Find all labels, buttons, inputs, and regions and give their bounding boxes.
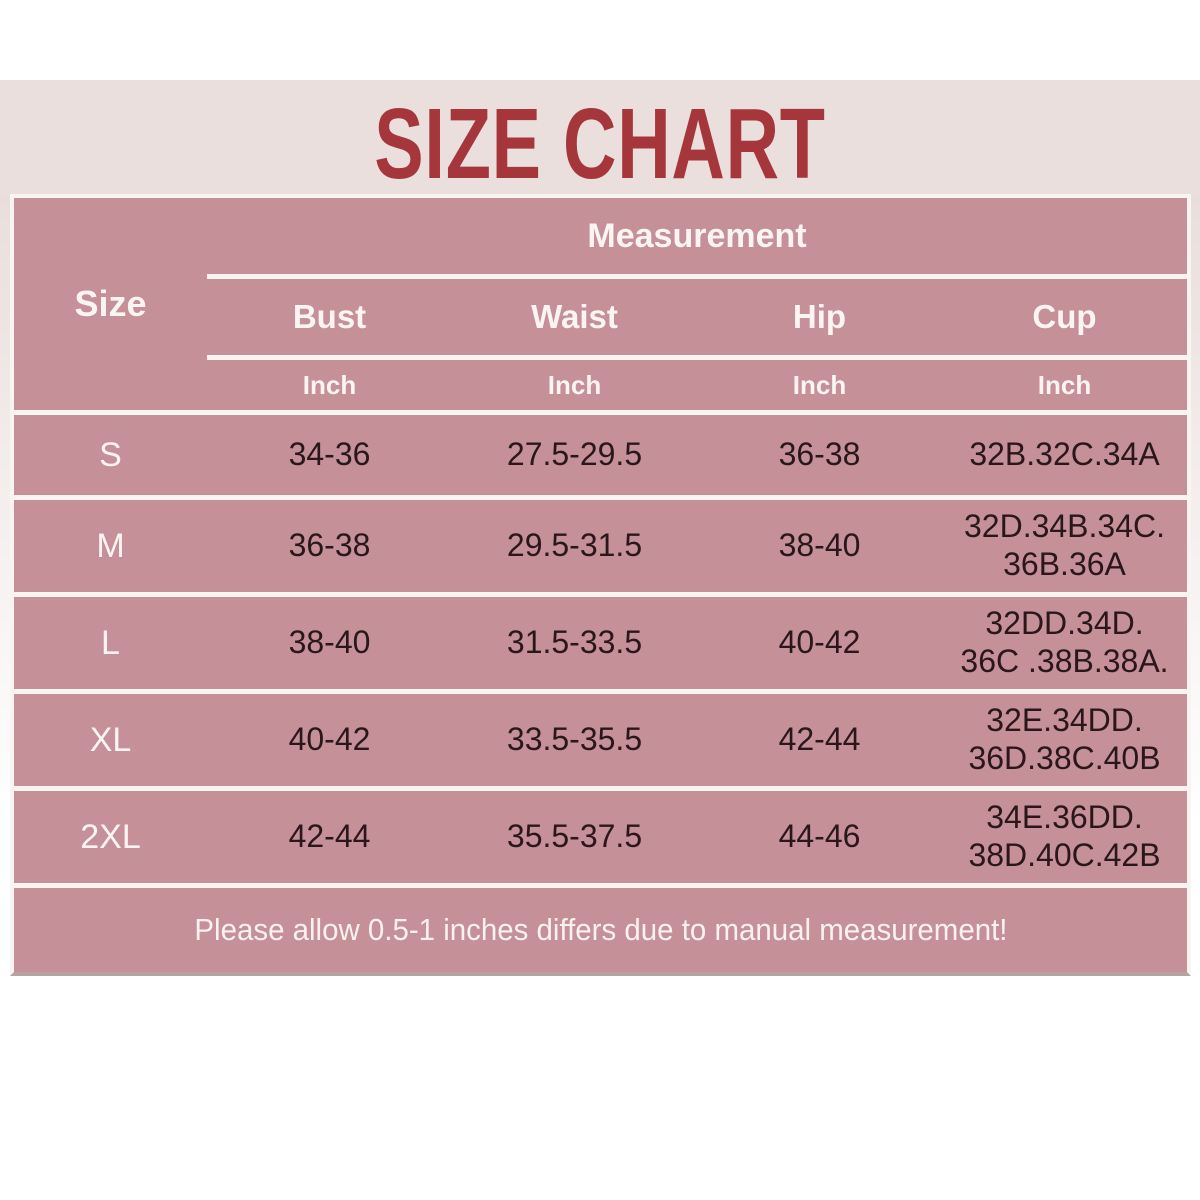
table-row: L 38-40 31.5-33.5 40-42 32DD.34D. 36C .3… [14,597,1187,689]
separator-line [14,786,1187,791]
cell-cup: 34E.36DD. 38D.40C.42B [968,799,1161,873]
unit-header-cup: Inch [1037,369,1092,400]
separator-line [14,495,1187,500]
cell-hip: 42-44 [778,721,861,758]
cell-bust: 34-36 [288,436,371,473]
table-row: S 34-36 27.5-29.5 36-38 32B.32C.34A [14,415,1187,495]
column-header-row: Bust Waist Hip Cup [207,279,1187,355]
separator-line [207,274,1187,279]
unit-header-hip: Inch [792,369,847,400]
table-header: Size Measurement Bust Waist Hip Cup Inch… [14,198,1187,410]
cell-hip: 36-38 [778,436,861,473]
cell-cup: 32B.32C.34A [969,436,1160,473]
size-column-header: Size [74,283,147,324]
cell-hip: 40-42 [778,624,861,661]
cell-hip: 38-40 [778,527,861,564]
separator-line [14,689,1187,694]
column-header-cup: Cup [1032,298,1097,335]
row-size-label: L [101,623,120,662]
row-size-label: 2XL [80,817,141,856]
cell-hip: 44-46 [778,818,861,855]
row-size-label: S [99,435,122,474]
cell-bust: 40-42 [288,721,371,758]
column-header-bust: Bust [292,298,367,335]
cell-waist: 35.5-37.5 [506,818,643,855]
cell-cup: 32D.34B.34C. 36B.36A [963,508,1165,582]
separator-line [207,355,1187,360]
cell-cup: 32E.34DD. 36D.38C.40B [968,702,1161,776]
separator-line [14,592,1187,597]
table-row: 2XL 42-44 35.5-37.5 44-46 34E.36DD. 38D.… [14,791,1187,883]
unit-header-waist: Inch [547,369,602,400]
cell-bust: 38-40 [288,624,371,661]
measurement-note: Please allow 0.5-1 inches differs due to… [193,912,1008,947]
separator-line [14,883,1187,888]
cell-waist: 27.5-29.5 [506,436,643,473]
note-row: Please allow 0.5-1 inches differs due to… [14,888,1187,972]
column-header-hip: Hip [792,298,847,335]
title-band: SIZE CHART [0,80,1200,200]
table-row: M 36-38 29.5-31.5 38-40 32D.34B.34C. 36B… [14,500,1187,592]
column-header-waist: Waist [531,298,618,335]
unit-header-bust: Inch [302,369,357,400]
cell-waist: 33.5-35.5 [506,721,643,758]
row-size-label: M [96,526,125,565]
size-chart-table: Size Measurement Bust Waist Hip Cup Inch… [10,194,1191,976]
measurement-header-area: Measurement Bust Waist Hip Cup Inch Inch… [207,198,1187,410]
separator-line [14,410,1187,415]
table-row: XL 40-42 33.5-35.5 42-44 32E.34DD. 36D.3… [14,694,1187,786]
cell-waist: 29.5-31.5 [506,527,643,564]
measurement-header: Measurement [587,216,807,255]
unit-header-row: Inch Inch Inch Inch [207,360,1187,410]
cell-bust: 42-44 [288,818,371,855]
row-size-label: XL [89,720,132,759]
cell-cup: 32DD.34D. 36C .38B.38A. [960,605,1169,679]
cell-bust: 36-38 [288,527,371,564]
cell-waist: 31.5-33.5 [506,624,643,661]
page-title: SIZE CHART [374,87,826,200]
